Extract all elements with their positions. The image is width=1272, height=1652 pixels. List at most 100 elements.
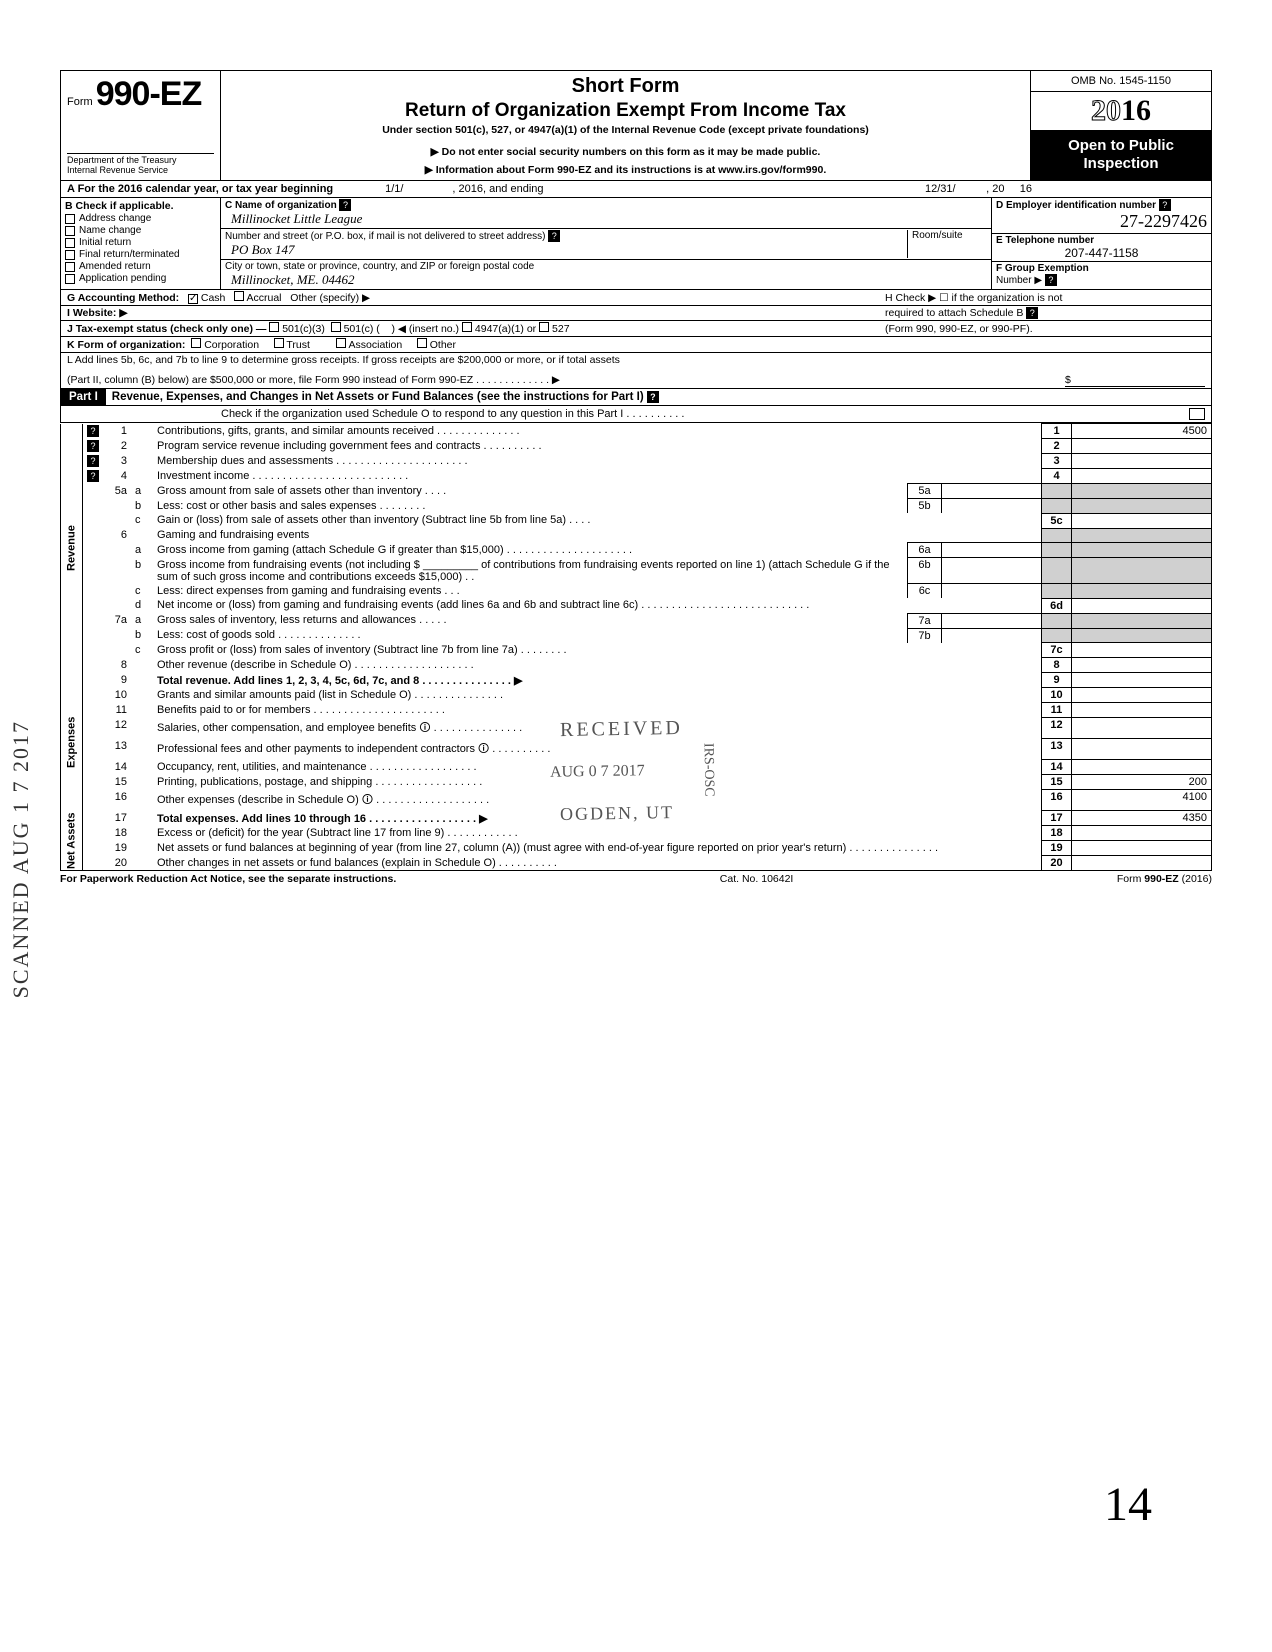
h-label-2: required to attach Schedule B [885,307,1023,319]
line-number: 20 [103,856,131,871]
line-value [1072,598,1212,613]
line-rn: 14 [1042,760,1072,775]
table-row: 11Benefits paid to or for members . . . … [61,703,1212,718]
table-row: Revenue?1Contributions, gifts, grants, a… [61,424,1212,439]
k-o4: Other [430,339,456,351]
section-label: Net Assets [61,811,83,871]
section-label: Expenses [61,673,83,811]
row-l: L Add lines 5b, 6c, and 7b to line 9 to … [60,353,1212,389]
j-501c3-checkbox[interactable] [269,322,279,332]
mid-box-label: 5a [908,484,942,499]
line-desc: Membership dues and assessments . . . . … [153,454,1042,469]
k-other-checkbox[interactable] [417,338,427,348]
colb-label: Application pending [79,273,166,284]
j-label: J Tax-exempt status (check only one) — [67,323,266,335]
line-number: 7a [103,613,131,628]
line-value [1072,718,1212,739]
line-rn: 19 [1042,841,1072,856]
line-rn: 4 [1042,469,1072,484]
line-sub [131,454,153,469]
mid-box-value [942,558,1042,584]
line-value [1072,760,1212,775]
j-501c-checkbox[interactable] [331,322,341,332]
k-corp-checkbox[interactable] [191,338,201,348]
line-value [1072,658,1212,673]
line-desc: Program service revenue including govern… [153,439,1042,454]
title-short-form: Short Form [229,75,1022,98]
k-assoc-checkbox[interactable] [336,338,346,348]
table-row: ?2Program service revenue including gove… [61,439,1212,454]
colb-checkbox[interactable] [65,250,75,260]
line-value [1072,513,1212,528]
line-desc: Gaming and fundraising events [153,528,1042,543]
line-rn: 12 [1042,718,1072,739]
line-desc: Printing, publications, postage, and shi… [153,775,1042,790]
k-label: K Form of organization: [67,339,185,351]
row-a-mid: , 2016, and ending [452,183,543,195]
line-number: 4 [103,469,131,484]
table-row: 6Gaming and fundraising events [61,528,1212,543]
line-value [1072,484,1212,499]
form-prefix: Form [67,96,93,108]
header-right: OMB No. 1545-1150 2016 Open to Public In… [1031,71,1211,180]
line-rn: 18 [1042,826,1072,841]
i-label: I Website: ▶ [67,307,127,319]
help-icon: ? [1045,274,1057,286]
schedule-o-check: Check if the organization used Schedule … [60,406,1212,423]
colb-checkbox[interactable] [65,226,75,236]
mid-box-label: 6b [908,558,942,584]
line-sub: d [131,598,153,613]
line-sub [131,739,153,760]
colb-label: Name change [79,225,141,236]
scanned-stamp: SCANNED AUG 1 7 2017 [8,720,34,998]
line-sub [131,826,153,841]
row-a-yr-val: 16 [1020,183,1032,195]
colb-checkbox[interactable] [65,262,75,272]
colb-checkbox[interactable] [65,214,75,224]
cash-checkbox[interactable] [188,294,198,304]
line-sub [131,811,153,826]
line-desc: Excess or (deficit) for the year (Subtra… [153,826,1042,841]
mid-box-value [942,543,1042,558]
line-number [103,543,131,558]
colb-checkbox[interactable] [65,238,75,248]
addr-label: Number and street (or P.O. box, if mail … [225,231,546,242]
help-icon: ? [87,470,99,482]
accrual-checkbox[interactable] [234,291,244,301]
dept-line-2: Internal Revenue Service [67,166,214,176]
line-desc: Other revenue (describe in Schedule O) .… [153,658,1042,673]
line-rn [1042,628,1072,643]
line-sub: b [131,628,153,643]
j-o4: 4947(a)(1) or [475,323,536,335]
j-527-checkbox[interactable] [539,322,549,332]
identity-block: B Check if applicable. Address changeNam… [60,198,1212,290]
line-value [1072,454,1212,469]
mid-box-value [942,499,1042,514]
line-desc: Total revenue. Add lines 1, 2, 3, 4, 5c,… [153,673,1042,688]
line-number: 9 [103,673,131,688]
form-title-box: Short Form Return of Organization Exempt… [221,71,1031,180]
row-j: J Tax-exempt status (check only one) — 5… [60,321,1212,337]
row-g: G Accounting Method: Cash Accrual Other … [60,290,1212,306]
l-dollar: $ [1065,374,1205,387]
colb-checkbox[interactable] [65,274,75,284]
j-4947-checkbox[interactable] [462,322,472,332]
city-val: Millinocket, ME. 04462 [231,272,354,287]
info-note: ▶ Information about Form 990-EZ and its … [229,164,1022,176]
line-desc: Contributions, gifts, grants, and simila… [153,424,1042,439]
part-1-header: Part I Revenue, Expenses, and Changes in… [60,389,1212,406]
col-b-header: B Check if applicable. [65,200,216,212]
sched-o-checkbox[interactable] [1189,408,1205,420]
k-trust-checkbox[interactable] [274,338,284,348]
line-value [1072,613,1212,628]
line-desc: Gross profit or (loss) from sales of inv… [153,643,1042,658]
table-row: 13Professional fees and other payments t… [61,739,1212,760]
footer-right: Form 990-EZ (2016) [1117,873,1212,885]
help-icon: ? [339,199,351,211]
line-rn [1042,558,1072,584]
line-number: 12 [103,718,131,739]
line-value [1072,558,1212,584]
mid-box-value [942,613,1042,628]
line-number [103,584,131,599]
line-value [1072,841,1212,856]
